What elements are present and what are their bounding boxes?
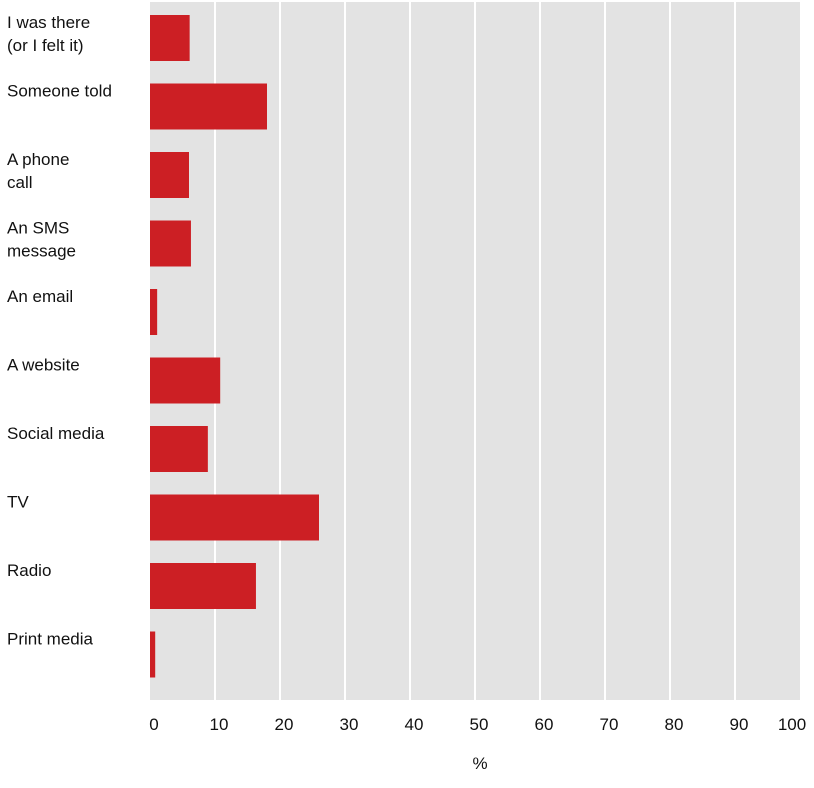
category-label: TV (7, 493, 29, 512)
x-tick-label: 70 (600, 715, 619, 734)
x-tick-label: 20 (275, 715, 294, 734)
x-tick-label: 0 (149, 715, 158, 734)
category-label: Radio (7, 561, 51, 580)
category-label: Print media (7, 630, 94, 649)
x-tick-label: 40 (405, 715, 424, 734)
bar (150, 220, 191, 267)
category-label: An email (7, 287, 73, 306)
x-tick-label: 30 (340, 715, 359, 734)
category-label: Someone told (7, 82, 112, 101)
x-tick-label: 50 (470, 715, 489, 734)
bar (150, 494, 319, 541)
category-labels: I was there (or I felt it) Someone told A p… (7, 13, 112, 649)
category-label: Social media (7, 424, 105, 443)
bar (150, 357, 221, 404)
x-tick-label: 100 (778, 715, 806, 734)
bar (150, 152, 189, 198)
bar (150, 563, 256, 609)
bar (150, 83, 267, 130)
x-tick-label: 60 (535, 715, 554, 734)
bar (150, 426, 208, 472)
x-tick-labels: 0 10 20 30 40 50 60 70 80 90 100 (149, 715, 806, 734)
bar (150, 631, 156, 678)
category-label: I was there (or I felt it) (7, 13, 90, 55)
x-tick-label: 90 (730, 715, 749, 734)
bars (150, 15, 319, 678)
bar (150, 289, 158, 335)
category-label: A phone call (7, 150, 69, 192)
x-tick-label: 80 (665, 715, 684, 734)
category-label: A website (7, 356, 80, 375)
x-tick-label: 10 (210, 715, 229, 734)
x-axis-title: % (472, 754, 487, 773)
category-label: An SMS message (7, 219, 76, 261)
bar (150, 15, 190, 61)
